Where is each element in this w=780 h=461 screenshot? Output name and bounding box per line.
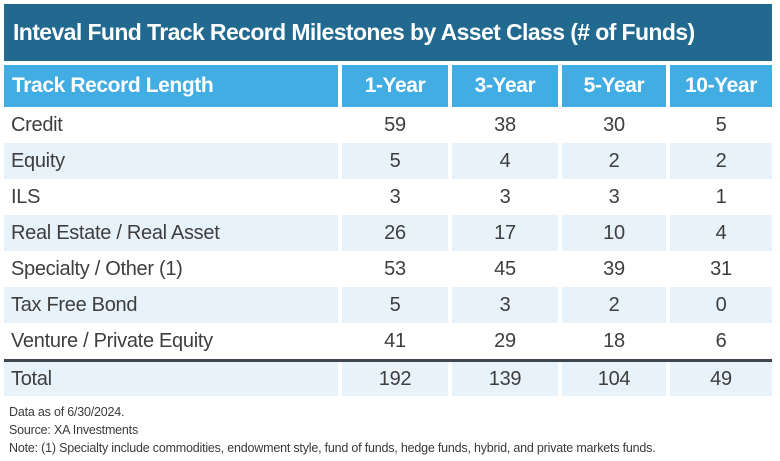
table-figure: Inteval Fund Track Record Milestones by … (4, 4, 772, 457)
cell-value: 41 (342, 323, 448, 359)
cell-value: 2 (670, 143, 772, 179)
column-header-5-year: 5-Year (562, 65, 666, 107)
cell-value: 6 (670, 323, 772, 359)
footnote-data-as-of: Data as of 6/30/2024. (9, 405, 125, 419)
cell-value: 39 (562, 251, 666, 287)
cell-value: 3 (562, 179, 666, 215)
table-row: ILS 3 3 3 1 (4, 179, 772, 215)
cell-value: 30 (562, 107, 666, 143)
column-header-1-year: 1-Year (342, 65, 448, 107)
cell-value: 5 (342, 287, 448, 323)
footnote-note: Note: (1) Specialty include commodities,… (9, 441, 656, 455)
cell-value: 4 (452, 143, 558, 179)
cell-value: 18 (562, 323, 666, 359)
cell-value: 53 (342, 251, 448, 287)
total-value-5-year: 104 (562, 362, 666, 396)
footnote-source: Source: XA Investments (9, 423, 138, 437)
row-label: Tax Free Bond (4, 287, 338, 323)
cell-value: 0 (670, 287, 772, 323)
cell-value: 10 (562, 215, 666, 251)
table-row: Credit 59 38 30 5 (4, 107, 772, 143)
cell-value: 29 (452, 323, 558, 359)
cell-value: 5 (342, 143, 448, 179)
row-label: Credit (4, 107, 338, 143)
table-body: Credit 59 38 30 5 Equity 5 4 2 2 ILS 3 3… (4, 107, 772, 359)
cell-value: 38 (452, 107, 558, 143)
cell-value: 2 (562, 143, 666, 179)
column-header-3-year: 3-Year (452, 65, 558, 107)
cell-value: 3 (452, 179, 558, 215)
table-row: Equity 5 4 2 2 (4, 143, 772, 179)
cell-value: 45 (452, 251, 558, 287)
cell-value: 2 (562, 287, 666, 323)
total-divider-rule (4, 359, 772, 362)
table-row: Tax Free Bond 5 3 2 0 (4, 287, 772, 323)
total-value-3-year: 139 (452, 362, 558, 396)
table-row: Venture / Private Equity 41 29 18 6 (4, 323, 772, 359)
table-row: Real Estate / Real Asset 26 17 10 4 (4, 215, 772, 251)
cell-value: 59 (342, 107, 448, 143)
figure-title-bar: Inteval Fund Track Record Milestones by … (4, 4, 772, 61)
cell-value: 3 (342, 179, 448, 215)
figure-title: Inteval Fund Track Record Milestones by … (13, 19, 695, 45)
footnotes: Data as of 6/30/2024. Source: XA Investm… (4, 403, 772, 457)
row-label: Specialty / Other (1) (4, 251, 338, 287)
cell-value: 5 (670, 107, 772, 143)
column-header-track-record-length: Track Record Length (4, 65, 338, 107)
row-label: Real Estate / Real Asset (4, 215, 338, 251)
column-header-10-year: 10-Year (670, 65, 772, 107)
table-header-row: Track Record Length 1-Year 3-Year 5-Year… (4, 65, 772, 107)
cell-value: 31 (670, 251, 772, 287)
total-row-label: Total (4, 362, 338, 396)
cell-value: 17 (452, 215, 558, 251)
cell-value: 4 (670, 215, 772, 251)
cell-value: 3 (452, 287, 558, 323)
row-label: ILS (4, 179, 338, 215)
row-label: Equity (4, 143, 338, 179)
total-value-10-year: 49 (670, 362, 772, 396)
cell-value: 1 (670, 179, 772, 215)
table-row: Specialty / Other (1) 53 45 39 31 (4, 251, 772, 287)
table-total-row: Total 192 139 104 49 (4, 362, 772, 396)
cell-value: 26 (342, 215, 448, 251)
total-value-1-year: 192 (342, 362, 448, 396)
row-label: Venture / Private Equity (4, 323, 338, 359)
